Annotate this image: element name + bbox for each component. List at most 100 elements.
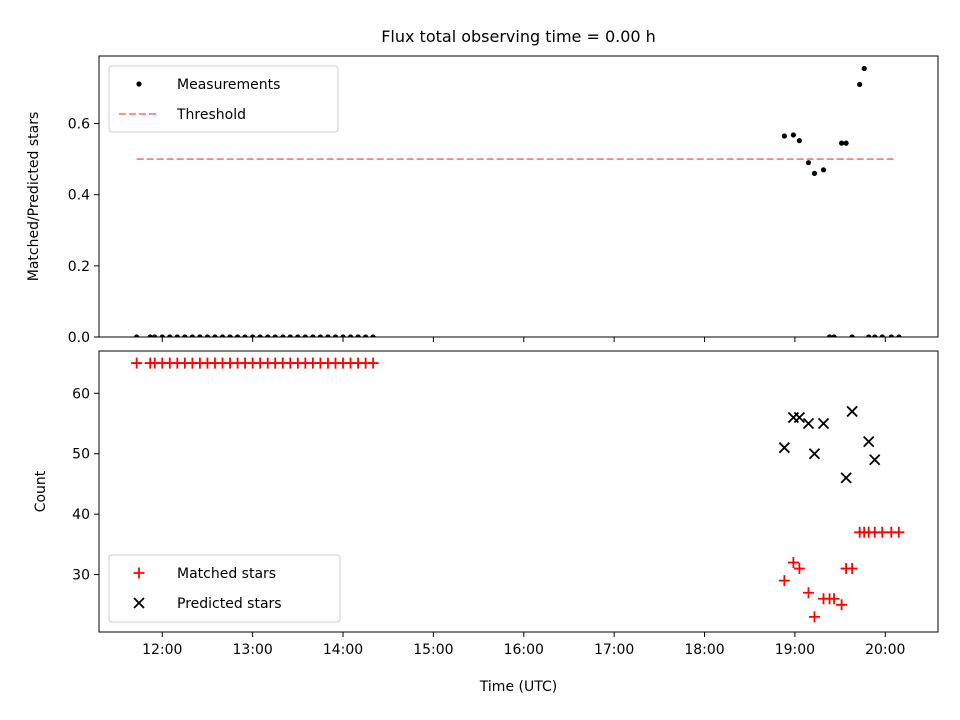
legend-matched-marker: [133, 567, 145, 579]
y-tick-label: 40: [72, 507, 90, 523]
legend-measurements-label: Measurements: [177, 77, 280, 93]
predicted-star-point: [863, 436, 875, 448]
measurement-point: [257, 334, 263, 337]
measurement-point: [861, 65, 867, 72]
measurement-point: [227, 334, 233, 337]
measurement-point: [363, 334, 369, 337]
x-tick-label: 12:00: [142, 642, 182, 658]
ratio-legend: Measurements Threshold: [108, 65, 339, 133]
measurement-point: [147, 334, 153, 337]
measurement-point: [879, 334, 885, 337]
measurement-point: [152, 334, 158, 337]
measurement-point: [896, 334, 902, 337]
ratio-x-ticks: [161, 337, 886, 342]
y-tick-label: 0.4: [68, 188, 90, 204]
x-tick-label: 16:00: [504, 642, 544, 658]
predicted-star-point: [869, 454, 881, 466]
measurement-point: [820, 167, 827, 173]
x-tick-label: 14:00: [323, 642, 363, 658]
x-tick-label: 20:00: [865, 642, 905, 658]
predicted-star-point: [778, 442, 790, 454]
measurement-point: [888, 334, 894, 337]
panel-ratio: 0.0 0.2 0.4 0.6 Matched/Predicted stars Mea…: [26, 55, 939, 346]
measurement-point: [272, 334, 278, 337]
legend-predicted-marker: [133, 597, 145, 609]
matched-star-point: [893, 526, 905, 538]
measurement-point: [355, 334, 361, 337]
measurement-point: [197, 334, 203, 337]
measurement-point: [872, 334, 878, 337]
matched-star-point: [778, 575, 790, 587]
measurement-point: [295, 334, 301, 337]
matched-star-point: [828, 593, 840, 605]
measurement-point: [370, 334, 376, 337]
measurement-point: [250, 334, 256, 337]
measurement-point: [204, 334, 211, 337]
count-legend-box: [108, 554, 341, 623]
measurement-point: [287, 334, 293, 337]
matched-star-point: [787, 557, 799, 569]
measurement-point: [831, 334, 837, 337]
x-tick-label: 18:00: [684, 642, 724, 658]
matched-star-point: [367, 357, 379, 369]
legend-threshold-label: Threshold: [176, 107, 246, 123]
predicted-star-point: [802, 417, 815, 430]
measurement-point: [325, 334, 331, 337]
count-legend: Matched stars Predicted stars: [108, 554, 341, 623]
measurement-point: [182, 334, 188, 337]
measurement-point: [781, 133, 787, 139]
predicted-star-point: [840, 472, 852, 484]
y-tick-label: 30: [72, 568, 90, 584]
measurement-point: [843, 140, 849, 146]
panel-count-frame: [98, 350, 939, 633]
measurement-point: [849, 334, 855, 337]
matched-star-point: [802, 587, 814, 599]
measurement-point: [212, 334, 218, 337]
measurement-point: [134, 334, 140, 337]
y-tick-label: 60: [72, 386, 90, 402]
measurement-point: [826, 334, 833, 337]
matched-star-point: [846, 563, 858, 575]
measurement-point: [242, 334, 248, 337]
panel-ratio-frame: [98, 55, 939, 338]
count-y-label: Count: [33, 470, 49, 512]
x-tick-label: 13:00: [232, 642, 272, 658]
measurement-point: [189, 334, 195, 337]
legend-matched-label: Matched stars: [177, 566, 276, 582]
predicted-star-point: [817, 417, 830, 430]
predicted-star-point: [846, 405, 858, 418]
measurement-point: [857, 81, 863, 88]
measurement-point: [219, 334, 226, 337]
measurement-point: [234, 334, 241, 337]
measurement-point: [866, 334, 872, 337]
measurement-point: [317, 334, 324, 337]
ratio-y-label: Matched/Predicted stars: [26, 112, 42, 282]
y-tick-label: 0.0: [68, 330, 90, 346]
x-axis-label: Time (UTC): [479, 679, 557, 695]
y-tick-label: 0.2: [68, 259, 90, 275]
measurement-point: [332, 334, 339, 337]
measurement-point: [790, 132, 796, 138]
matched-star-point: [131, 357, 143, 369]
measurement-point: [302, 334, 308, 337]
measurement-point: [796, 138, 803, 144]
count-x-ticks: 12:00 13:00 14:00 15:00 16:00 17:00 18:00 19:00…: [142, 632, 905, 658]
count-marks: [131, 357, 905, 623]
measurement-point: [280, 334, 286, 337]
ratio-marks: [134, 65, 902, 337]
chart-title: Flux total observing time = 0.00 h: [381, 27, 656, 46]
measurement-point: [167, 334, 173, 337]
x-tick-label: 15:00: [413, 642, 453, 658]
predicted-star-point: [793, 411, 806, 424]
y-tick-label: 50: [72, 447, 90, 463]
count-y-ticks: 30 40 50 60: [72, 386, 99, 584]
ratio-y-ticks: 0.0 0.2 0.4 0.6: [68, 117, 99, 346]
x-tick-label: 17:00: [594, 642, 634, 658]
predicted-star-point: [808, 448, 821, 460]
measurement-point: [159, 334, 165, 337]
matched-star-point: [793, 563, 805, 575]
measurement-point: [265, 334, 271, 337]
x-tick-label: 19:00: [775, 642, 815, 658]
measurement-point: [811, 170, 818, 176]
